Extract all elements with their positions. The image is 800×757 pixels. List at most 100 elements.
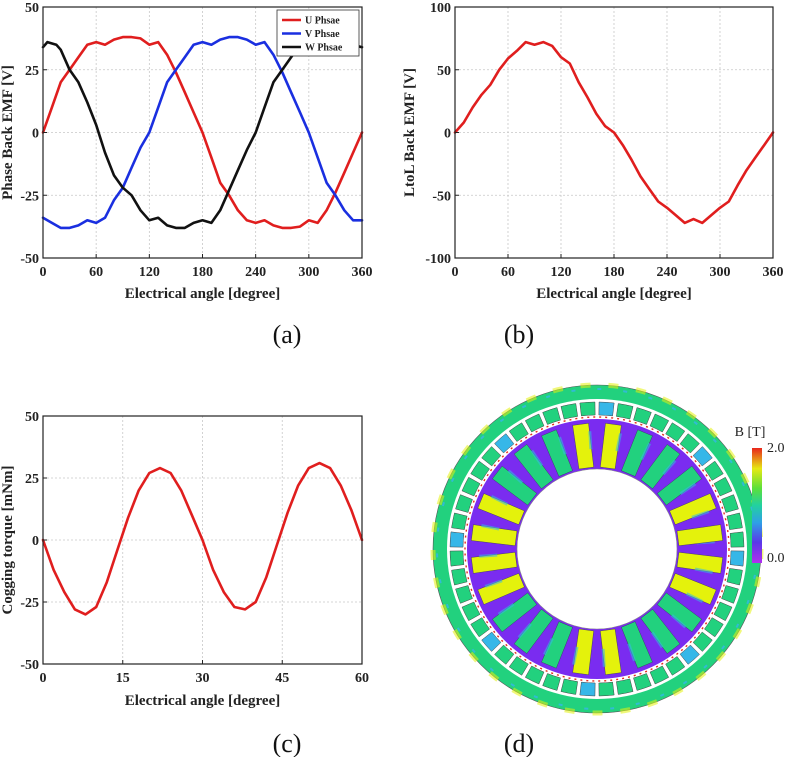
y-tick-label: -50 bbox=[20, 252, 39, 267]
x-tick-label: 60 bbox=[501, 265, 515, 280]
series-line-v-phsae bbox=[41, 35, 364, 230]
flux-shade bbox=[679, 482, 697, 496]
flux-shade bbox=[490, 495, 509, 506]
x-axis-label: Electrical angle [degree] bbox=[125, 693, 281, 709]
magnet-segment bbox=[524, 665, 545, 685]
x-tick-label: 360 bbox=[352, 265, 373, 280]
magnet-segment bbox=[649, 665, 670, 685]
magnet-segment bbox=[679, 433, 700, 454]
panel-c-plot-area: 0 15 30 45 60 -50 -25 0 25 50 Electrical angle [de… bbox=[0, 410, 369, 709]
x-tick-label: 30 bbox=[196, 671, 210, 686]
x-tick-label: 60 bbox=[89, 265, 103, 280]
y-tick-label: -50 bbox=[20, 658, 39, 673]
flux-shade bbox=[517, 622, 532, 639]
rotor-bar bbox=[676, 524, 723, 546]
y-tick-label: 25 bbox=[25, 472, 39, 487]
flux-shade bbox=[670, 614, 687, 629]
colorbar-gradient bbox=[752, 448, 762, 563]
rotor-bar bbox=[572, 628, 594, 675]
magnet-segment bbox=[713, 601, 733, 622]
magnet-segment bbox=[579, 681, 596, 697]
x-axis-label: Electrical angle [degree] bbox=[536, 286, 692, 302]
magnet-segment bbox=[633, 407, 652, 425]
flux-shade bbox=[694, 567, 713, 574]
magnet-segment bbox=[729, 531, 745, 548]
panel-a-phase-emf-chart: 0 60 120 180 240 300 360 -50 -25 0 25 50 Electrical … bbox=[0, 1, 373, 349]
y-tick-label: -25 bbox=[20, 596, 39, 611]
magnet-segment bbox=[470, 460, 490, 481]
y-axis-label: Phase Back EMF [V] bbox=[0, 65, 16, 200]
panel-b-ltol-emf-chart: 0 60 120 180 240 300 360 -100 -50 0 50 100 Electrica… bbox=[402, 1, 784, 349]
x-tick-label: 300 bbox=[298, 265, 319, 280]
rotor-bar bbox=[477, 493, 525, 525]
flux-shade bbox=[588, 431, 593, 450]
colorbar-title: B [T] bbox=[735, 425, 766, 440]
flux-shade bbox=[481, 524, 500, 531]
colorbar-max-label: 2.0 bbox=[767, 441, 785, 456]
colorbar-min-label: 0.0 bbox=[767, 551, 785, 566]
magnet-segment bbox=[679, 644, 700, 665]
rotor-bar bbox=[471, 552, 518, 574]
magnet-segment bbox=[649, 413, 670, 433]
x-tick-label: 240 bbox=[657, 265, 678, 280]
flux-shade bbox=[650, 631, 664, 649]
magnet-segment bbox=[524, 413, 545, 433]
motor-cross-section bbox=[430, 382, 764, 716]
y-tick-label: -25 bbox=[20, 189, 39, 204]
flux-shade bbox=[543, 637, 554, 656]
x-axis-label: Electrical angle [degree] bbox=[125, 286, 281, 302]
rotor-bar bbox=[492, 592, 538, 633]
y-tick-label: 25 bbox=[25, 64, 39, 79]
magnet-segment bbox=[508, 656, 529, 676]
magnet-segment bbox=[579, 401, 596, 417]
y-axis-label: Cogging torque [mNm] bbox=[0, 466, 16, 615]
magnet-segment bbox=[692, 631, 713, 652]
magnet-segment bbox=[560, 678, 578, 695]
flux-shade bbox=[479, 553, 498, 558]
rotor-bar bbox=[477, 573, 525, 605]
flux-shade bbox=[484, 579, 503, 588]
panel-b-caption: (b) bbox=[504, 320, 534, 349]
y-axis-label: LtoL Back EMF [V] bbox=[402, 68, 418, 197]
magnet-segment bbox=[726, 512, 743, 530]
rotor-edge-peak bbox=[464, 416, 730, 682]
magnet-segment bbox=[455, 494, 473, 513]
magnet-segment bbox=[598, 401, 615, 417]
rotor-bar bbox=[621, 621, 653, 669]
y-tick-label: -50 bbox=[432, 189, 451, 204]
flux-shade bbox=[601, 648, 606, 667]
flux-shade bbox=[685, 592, 704, 603]
magnet-segment bbox=[461, 601, 481, 622]
x-tick-label: 0 bbox=[40, 671, 47, 686]
magnet-segment bbox=[481, 631, 502, 652]
y-tick-label: 50 bbox=[437, 64, 451, 79]
magnet-segment bbox=[451, 568, 468, 586]
magnet-segment bbox=[692, 446, 713, 467]
flux-shade bbox=[558, 436, 567, 455]
magnet-segment bbox=[704, 460, 724, 481]
rotor-bar bbox=[492, 465, 538, 506]
rotor-bar bbox=[541, 429, 573, 477]
rotor-bar bbox=[600, 628, 622, 675]
panel-a-caption: (a) bbox=[273, 320, 302, 349]
magnet-segment bbox=[616, 403, 634, 420]
legend-label: V Phsae bbox=[305, 29, 340, 40]
flux-shade bbox=[662, 459, 677, 476]
x-tick-label: 0 bbox=[40, 265, 47, 280]
y-tick-label: 50 bbox=[25, 410, 39, 425]
y-tick-label: 0 bbox=[444, 127, 451, 142]
rotor-bar bbox=[656, 592, 702, 633]
magnet-segment bbox=[449, 531, 465, 548]
rotor-bar bbox=[621, 429, 653, 477]
rotor-bar bbox=[640, 444, 681, 490]
magnet-segment bbox=[542, 407, 561, 425]
y-tick-label: -100 bbox=[425, 252, 451, 267]
series-line-u-phsae bbox=[41, 35, 364, 230]
magnet-segment bbox=[455, 585, 473, 604]
x-tick-label: 180 bbox=[192, 265, 213, 280]
x-tick-label: 240 bbox=[245, 265, 266, 280]
y-tick-label: 0 bbox=[32, 127, 39, 142]
rotor-bar bbox=[600, 423, 622, 470]
legend: U Phsae V Phsae W Phsae bbox=[276, 9, 360, 57]
